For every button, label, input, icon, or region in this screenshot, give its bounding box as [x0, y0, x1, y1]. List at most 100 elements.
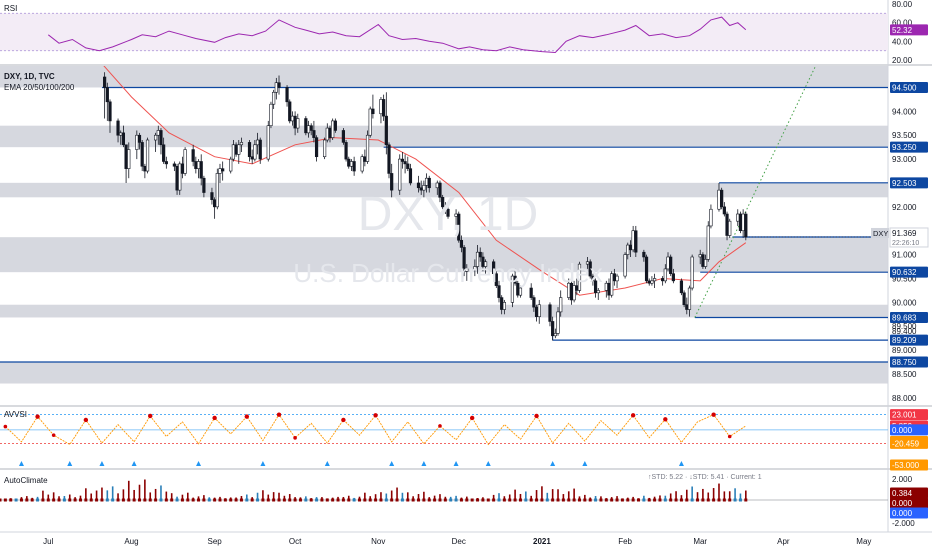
candle[interactable] — [127, 142, 131, 179]
candle[interactable] — [559, 290, 563, 317]
candle[interactable] — [239, 137, 244, 152]
candle[interactable] — [213, 197, 217, 219]
candle[interactable] — [709, 204, 713, 229]
candle[interactable] — [175, 163, 179, 195]
candle[interactable] — [137, 132, 142, 150]
level-badge[interactable]: 94.500 — [890, 81, 928, 93]
current-price-label[interactable]: 91.369 22:26:10 — [889, 227, 929, 248]
candle[interactable] — [183, 147, 187, 176]
candle[interactable] — [234, 142, 238, 157]
level-badge[interactable]: 88.750 — [890, 356, 928, 368]
candle[interactable] — [642, 249, 646, 262]
candle[interactable] — [323, 137, 327, 160]
candle[interactable] — [296, 113, 300, 133]
candle[interactable] — [400, 151, 405, 169]
candle[interactable] — [145, 137, 150, 174]
candle[interactable] — [285, 85, 289, 107]
autoclimate-title[interactable]: AutoClimate — [4, 476, 48, 485]
candle[interactable] — [229, 156, 233, 174]
candle[interactable] — [671, 268, 675, 284]
candle[interactable] — [387, 142, 391, 179]
candle[interactable] — [237, 140, 241, 164]
candle[interactable] — [258, 137, 262, 164]
candle[interactable] — [269, 101, 273, 129]
candle[interactable] — [492, 259, 496, 277]
candle[interactable] — [309, 123, 313, 136]
candle[interactable] — [199, 154, 203, 186]
candle[interactable] — [194, 156, 198, 174]
candle[interactable] — [701, 252, 705, 269]
rsi-panel[interactable] — [0, 12, 888, 54]
candle[interactable] — [202, 175, 206, 198]
candle[interactable] — [250, 149, 254, 164]
candle[interactable] — [312, 120, 316, 143]
time-axis[interactable]: Jul Aug Sep Oct Nov Dec 2021 Feb Mar Apr May — [43, 537, 871, 546]
candle[interactable] — [277, 75, 281, 95]
candle[interactable] — [116, 118, 120, 143]
candle[interactable] — [331, 118, 335, 141]
symbol-title[interactable]: DXY, 1D, TVC — [4, 72, 55, 81]
candle[interactable] — [443, 202, 447, 215]
candle[interactable] — [314, 135, 319, 162]
ema-indicator-title[interactable]: EMA 20/50/100/200 — [4, 83, 75, 92]
candle[interactable] — [607, 278, 611, 300]
candle[interactable] — [427, 175, 431, 193]
candle[interactable] — [465, 264, 469, 281]
candle[interactable] — [577, 261, 582, 293]
candle[interactable] — [690, 254, 694, 291]
candle[interactable] — [384, 92, 388, 155]
candle[interactable] — [180, 156, 185, 179]
candle[interactable] — [457, 211, 461, 243]
candle[interactable] — [368, 106, 372, 138]
candle[interactable] — [497, 280, 501, 303]
candle[interactable] — [588, 259, 592, 279]
price-panel[interactable] — [0, 64, 888, 384]
candle[interactable] — [403, 154, 407, 174]
level-badge[interactable]: 90.632 — [890, 266, 928, 278]
candle[interactable] — [725, 211, 729, 241]
candle[interactable] — [247, 140, 252, 162]
candle[interactable] — [572, 280, 576, 303]
candle[interactable] — [647, 278, 651, 286]
candle[interactable] — [154, 132, 158, 152]
candle[interactable] — [703, 254, 708, 269]
candle[interactable] — [532, 295, 536, 312]
candle[interactable] — [304, 116, 308, 136]
candle[interactable] — [473, 259, 477, 277]
candle[interactable] — [529, 283, 533, 300]
candle[interactable] — [744, 211, 748, 241]
candle[interactable] — [344, 140, 348, 162]
candle[interactable] — [652, 273, 657, 289]
candle[interactable] — [221, 161, 225, 181]
candle[interactable] — [398, 154, 402, 195]
climate-badge[interactable]: 0.384 — [890, 487, 928, 499]
candle[interactable] — [551, 316, 555, 341]
candle[interactable] — [502, 299, 506, 315]
avvsi-title[interactable]: AVVSI — [4, 410, 27, 419]
rsi-value-badge[interactable]: 52.32 — [890, 24, 928, 36]
symbol-tag[interactable]: DXY — [871, 227, 889, 238]
price-scale[interactable]: 80.00 60.00 40.00 20.00 52.32 94.000 93.500 93.… — [871, 0, 929, 528]
level-badge[interactable]: 89.683 — [890, 311, 928, 323]
candle[interactable] — [475, 245, 480, 274]
candle[interactable] — [159, 128, 163, 155]
candle[interactable] — [178, 161, 182, 195]
candle[interactable] — [679, 278, 684, 296]
candle[interactable] — [510, 273, 515, 308]
candle[interactable] — [416, 175, 421, 193]
candle[interactable] — [706, 221, 710, 262]
candle[interactable] — [172, 161, 176, 172]
avvsi-panel[interactable] — [0, 412, 888, 466]
candle[interactable] — [483, 259, 488, 274]
candle[interactable] — [143, 163, 147, 179]
candle[interactable] — [360, 154, 364, 174]
candle[interactable] — [741, 209, 745, 238]
candle[interactable] — [478, 247, 482, 262]
candle[interactable] — [650, 276, 654, 286]
candle[interactable] — [459, 235, 464, 253]
candle[interactable] — [121, 125, 126, 148]
candle[interactable] — [162, 137, 166, 164]
candle[interactable] — [349, 159, 354, 172]
candle[interactable] — [446, 206, 450, 219]
candle[interactable] — [720, 187, 724, 210]
